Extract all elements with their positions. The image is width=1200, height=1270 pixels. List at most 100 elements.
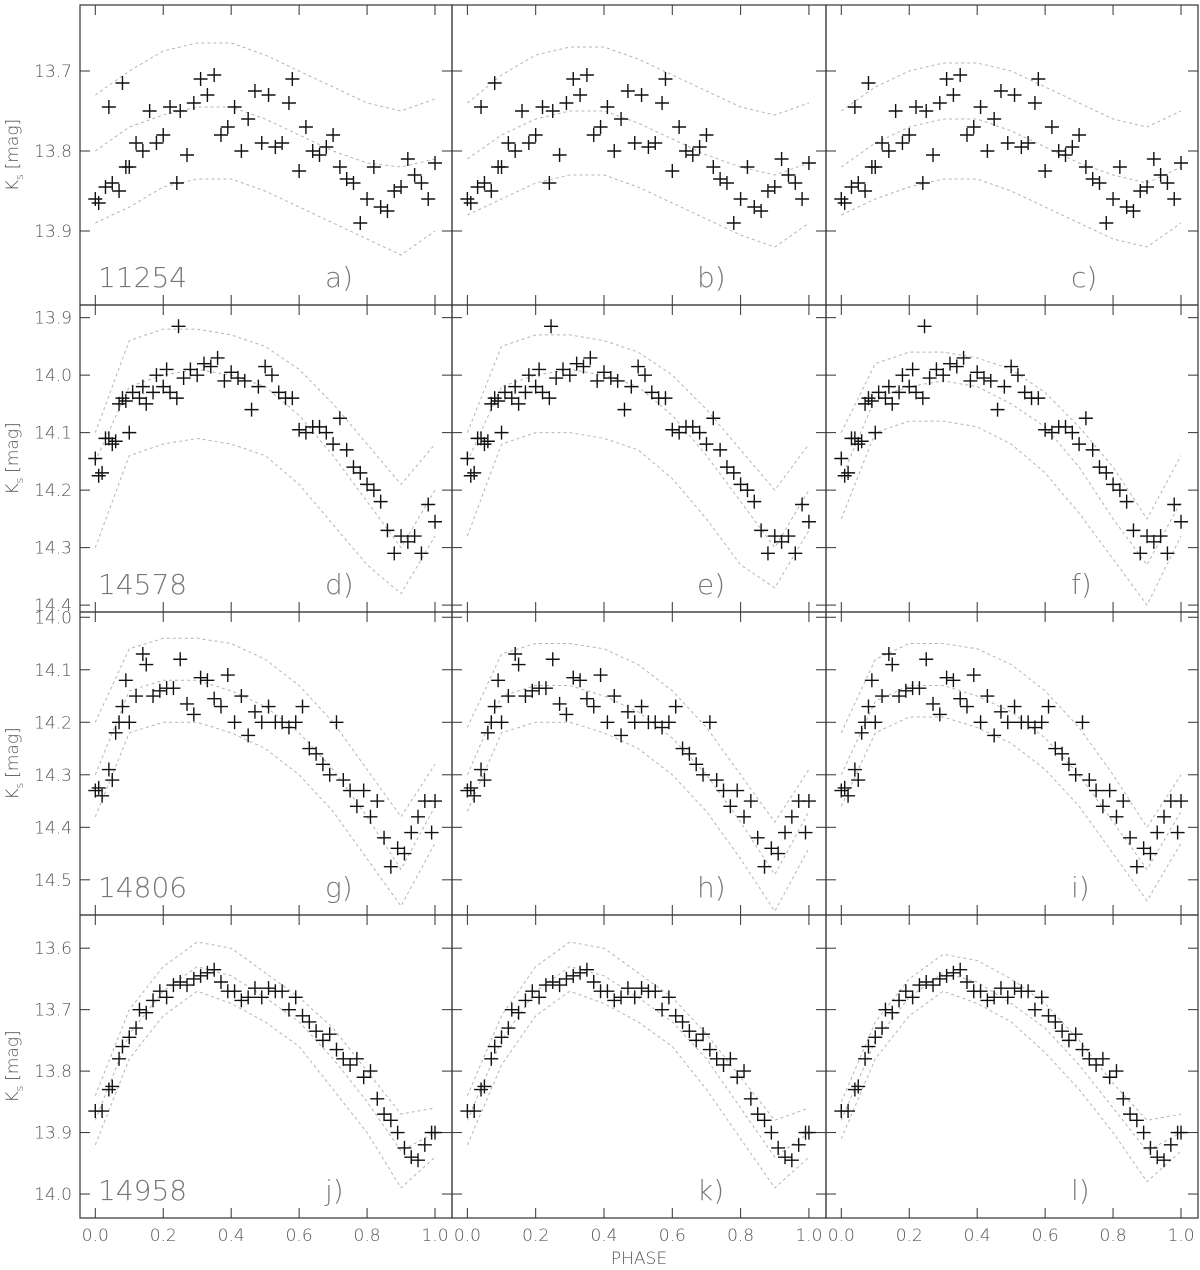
data-point	[288, 715, 303, 730]
data-point	[750, 1107, 765, 1122]
data-point	[460, 451, 475, 466]
data-point	[152, 984, 167, 999]
data-point	[963, 373, 978, 388]
data-point	[349, 1051, 364, 1066]
data-point	[709, 773, 724, 788]
data-point	[844, 180, 859, 194]
model-curve	[94, 966, 436, 1152]
data-point	[946, 88, 961, 102]
data-point	[1167, 497, 1182, 512]
x-tick-label: 0.0	[82, 1226, 109, 1246]
data-point	[237, 373, 252, 388]
data-point	[207, 68, 222, 82]
x-tick-label: 0.2	[150, 1226, 177, 1246]
data-point	[858, 184, 873, 198]
data-point	[1109, 1064, 1124, 1079]
data-point	[895, 368, 910, 383]
data-point	[156, 379, 171, 394]
data-point	[139, 1005, 154, 1020]
data-point	[733, 192, 748, 206]
model-curve	[466, 990, 810, 1189]
data-point	[627, 136, 642, 150]
data-point	[919, 104, 934, 118]
data-point	[180, 978, 195, 993]
data-point	[678, 144, 693, 158]
data-point	[487, 1039, 502, 1054]
data-point	[428, 794, 443, 809]
model-curve	[466, 368, 810, 549]
data-point	[1099, 216, 1114, 230]
data-point	[511, 396, 526, 411]
data-point	[1095, 1051, 1110, 1066]
data-point	[261, 88, 276, 102]
data-point	[1085, 172, 1100, 186]
data-point	[156, 128, 171, 142]
data-point	[706, 160, 721, 174]
data-point	[1102, 1070, 1117, 1085]
y-label-sub: s	[13, 1086, 26, 1092]
data-point	[760, 184, 775, 198]
data-point	[227, 100, 242, 114]
data-point	[956, 350, 971, 365]
data-point	[542, 391, 557, 406]
data-point	[939, 968, 954, 983]
data-point	[881, 144, 896, 158]
panel	[834, 319, 1189, 607]
data-point	[400, 534, 415, 549]
data-point	[702, 1042, 717, 1057]
data-point	[1174, 514, 1189, 529]
data-point	[163, 100, 178, 114]
data-point	[757, 1113, 772, 1128]
data-point	[220, 120, 235, 134]
data-point	[105, 1079, 120, 1094]
data-point	[176, 371, 191, 386]
data-point	[895, 136, 910, 150]
data-point	[315, 757, 330, 772]
data-point	[795, 497, 810, 512]
data-point	[1123, 830, 1138, 845]
data-point	[101, 431, 116, 446]
data-point	[329, 1042, 344, 1057]
data-point	[171, 319, 186, 334]
data-point	[1143, 1140, 1158, 1155]
data-point	[200, 673, 215, 688]
data-point	[1078, 411, 1093, 426]
model-curve	[841, 62, 1182, 128]
model-curve	[840, 643, 1182, 829]
data-point	[532, 362, 547, 377]
data-point	[326, 437, 341, 452]
data-point	[875, 1021, 890, 1036]
data-point	[363, 809, 378, 824]
data-point	[1174, 1125, 1189, 1140]
x-tick-label: 0.6	[659, 1226, 686, 1246]
data-point	[1068, 767, 1083, 782]
data-point	[973, 715, 988, 730]
data-point	[95, 788, 110, 803]
data-point	[1123, 1107, 1138, 1122]
data-point	[1000, 136, 1015, 150]
data-point	[864, 673, 879, 688]
x-tick-label: 0.4	[590, 1226, 617, 1246]
data-point	[754, 204, 769, 218]
panel-label: j)	[324, 1174, 344, 1207]
data-point	[593, 668, 608, 683]
panel-frame	[451, 611, 827, 916]
data-point	[129, 136, 144, 150]
data-point	[1126, 523, 1141, 538]
data-point	[1072, 437, 1087, 452]
data-point	[672, 425, 687, 440]
data-point	[373, 494, 388, 509]
data-point	[339, 442, 354, 457]
data-point	[740, 483, 755, 498]
data-point	[332, 411, 347, 426]
data-point	[1075, 715, 1090, 730]
data-point	[858, 396, 873, 411]
data-point	[861, 699, 876, 714]
data-point	[713, 172, 728, 186]
data-point	[1119, 200, 1134, 214]
model-curve	[840, 351, 1182, 520]
data-point	[508, 647, 523, 662]
data-point	[135, 379, 150, 394]
data-point	[210, 350, 225, 365]
data-point	[146, 385, 161, 400]
